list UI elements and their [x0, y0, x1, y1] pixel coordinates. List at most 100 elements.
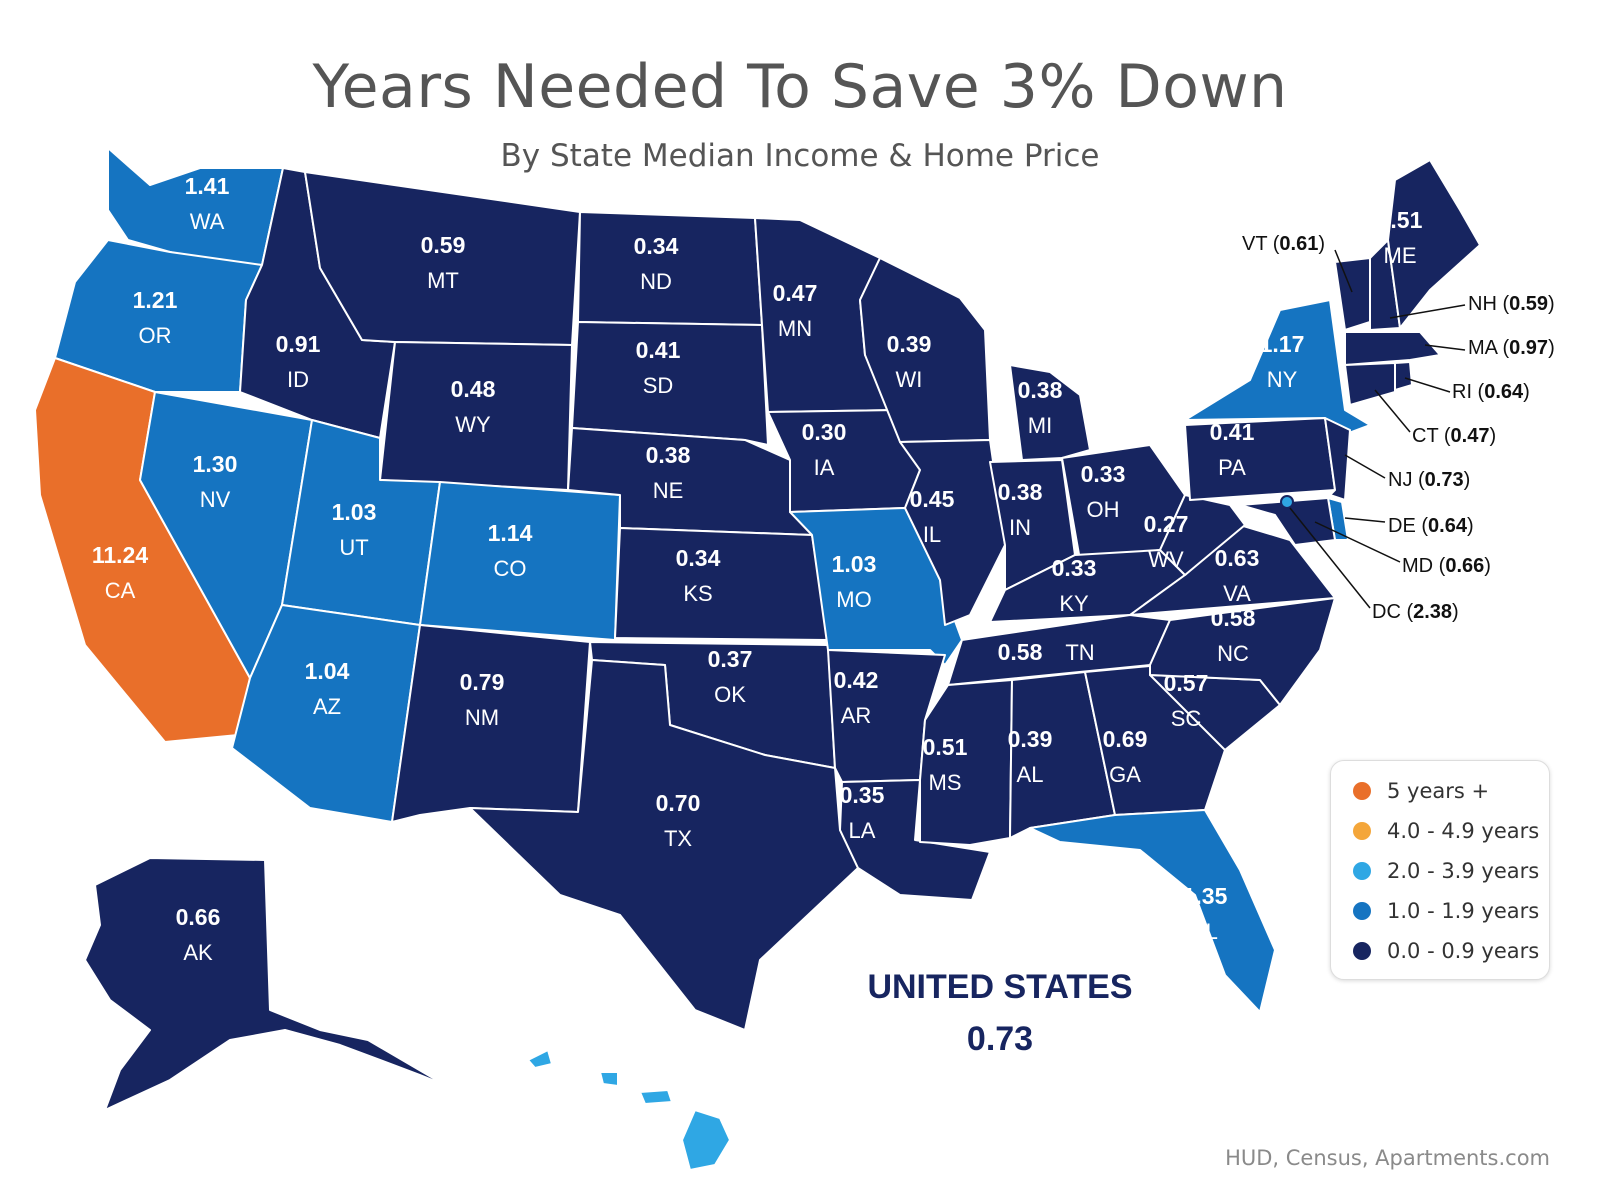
- state-value-ut: 1.03: [332, 499, 377, 525]
- state-value-ne: 0.38: [646, 442, 691, 468]
- state-abbr-me: ME: [1384, 243, 1417, 268]
- state-value-nc: 0.58: [1211, 605, 1256, 631]
- state-abbr-ne: NE: [653, 478, 684, 503]
- state-value-nm: 0.79: [460, 669, 505, 695]
- state-abbr-mt: MT: [427, 268, 459, 293]
- leader-nh: [1389, 304, 1466, 319]
- legend-label: 0.0 - 0.9 years: [1387, 939, 1540, 963]
- state-abbr-hi: HI: [595, 1127, 617, 1152]
- state-value-mi: 0.38: [1018, 377, 1063, 403]
- state-abbr-id: ID: [287, 367, 309, 392]
- legend-swatch: [1353, 822, 1371, 840]
- legend-item: 1.0 - 1.9 years: [1331, 891, 1549, 931]
- callout-abbr: NJ: [1388, 469, 1412, 491]
- legend-item: 2.0 - 3.9 years: [1331, 851, 1549, 891]
- callout-value: 0.73: [1425, 469, 1464, 491]
- callout-value: 0.47: [1451, 425, 1490, 447]
- state-co: [419, 481, 621, 641]
- legend-item: 5 years +: [1331, 771, 1549, 811]
- state-value-tx: 0.70: [656, 790, 701, 816]
- state-value-ky: 0.33: [1052, 555, 1097, 581]
- state-value-nd: 0.34: [634, 233, 679, 259]
- legend-swatch: [1353, 902, 1371, 920]
- state-value-ms: 0.51: [923, 734, 968, 760]
- state-value-fl: 1.35: [1183, 883, 1228, 909]
- leader-nj: [1344, 454, 1386, 479]
- callout-abbr: NH: [1468, 293, 1497, 315]
- state-value-or: 1.21: [133, 287, 178, 313]
- state-value-sd: 0.41: [636, 337, 681, 363]
- legend-item: 0.0 - 0.9 years: [1331, 931, 1549, 971]
- state-abbr-ky: KY: [1059, 591, 1089, 616]
- state-value-oh: 0.33: [1081, 461, 1126, 487]
- legend-swatch: [1353, 942, 1371, 960]
- state-abbr-wi: WI: [896, 367, 923, 392]
- state-value-pa: 0.41: [1210, 419, 1255, 445]
- state-value-in: 0.38: [998, 479, 1043, 505]
- state-value-hi: 2.19: [584, 1091, 629, 1117]
- leader-dc: [1289, 507, 1371, 609]
- callout-value: 0.66: [1445, 555, 1484, 577]
- state-abbr-or: OR: [139, 323, 172, 348]
- state-abbr-tn: TN: [1065, 640, 1094, 665]
- state-ms: [919, 679, 1013, 846]
- state-mi: [1009, 364, 1091, 461]
- state-la: [839, 779, 991, 901]
- leader-vt: [1334, 249, 1353, 293]
- leader-ri: [1404, 377, 1451, 393]
- state-sd: [571, 321, 769, 446]
- state-value-mo: 1.03: [832, 551, 877, 577]
- callout-abbr: CT: [1412, 425, 1438, 447]
- state-abbr-nm: NM: [465, 705, 499, 730]
- state-abbr-wa: WA: [190, 209, 225, 234]
- state-abbr-nc: NC: [1217, 641, 1249, 666]
- legend-item: 4.0 - 4.9 years: [1331, 811, 1549, 851]
- callout-de: DE (0.64): [1388, 515, 1474, 537]
- state-va: [1129, 524, 1336, 616]
- national-value: 0.73: [966, 1020, 1034, 1058]
- state-tx: [469, 659, 859, 1031]
- state-abbr-nd: ND: [640, 269, 672, 294]
- state-value-az: 1.04: [305, 658, 350, 684]
- callout-ri: RI (0.64): [1452, 381, 1530, 403]
- state-value-ks: 0.34: [676, 545, 721, 571]
- state-value-ca: 11.24: [92, 542, 148, 568]
- state-abbr-fl: FL: [1192, 919, 1218, 944]
- callout-abbr: DC: [1372, 601, 1401, 623]
- state-ri: [1394, 361, 1413, 391]
- state-hi: [681, 1109, 731, 1171]
- state-value-tn: 0.58: [998, 639, 1043, 665]
- state-ga: [1084, 664, 1226, 816]
- state-abbr-az: AZ: [313, 694, 341, 719]
- leader-md: [1314, 521, 1401, 563]
- state-value-co: 1.14: [488, 520, 533, 546]
- state-ma: [1344, 331, 1441, 366]
- state-fl: [1029, 809, 1276, 1013]
- callout-md: MD (0.66): [1402, 555, 1491, 577]
- callout-abbr: DE: [1388, 515, 1416, 537]
- state-ks: [614, 527, 829, 641]
- state-abbr-sd: SD: [643, 373, 674, 398]
- state-value-mn: 0.47: [773, 280, 818, 306]
- state-value-wi: 0.39: [887, 331, 932, 357]
- state-abbr-sc: SC: [1171, 706, 1202, 731]
- callout-value: 2.38: [1413, 601, 1452, 623]
- map-title: Years Needed To Save 3% Down: [312, 52, 1288, 122]
- state-abbr-ga: GA: [1109, 762, 1141, 787]
- state-value-ia: 0.30: [802, 419, 847, 445]
- legend-swatch: [1353, 782, 1371, 800]
- state-value-ak: 0.66: [176, 904, 221, 930]
- state-abbr-co: CO: [494, 556, 527, 581]
- state-value-il: 0.45: [910, 486, 955, 512]
- legend-label: 2.0 - 3.9 years: [1387, 859, 1540, 883]
- callout-abbr: MD: [1402, 555, 1433, 577]
- state-abbr-mo: MO: [836, 587, 871, 612]
- state-abbr-mi: MI: [1028, 413, 1052, 438]
- state-wv: [1159, 494, 1246, 576]
- map-subtitle: By State Median Income & Home Price: [500, 138, 1100, 174]
- state-abbr-oh: OH: [1087, 497, 1120, 522]
- state-abbr-ks: KS: [683, 581, 712, 606]
- state-value-mt: 0.59: [421, 232, 466, 258]
- state-abbr-pa: PA: [1218, 455, 1246, 480]
